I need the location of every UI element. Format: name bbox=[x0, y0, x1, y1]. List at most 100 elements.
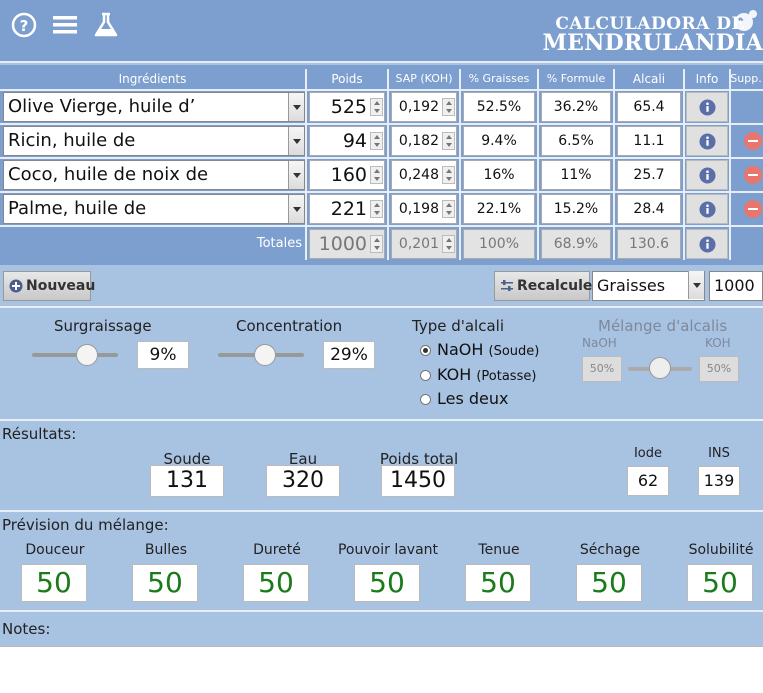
col-header-supp: Supp. bbox=[730, 72, 762, 85]
notes-textarea[interactable] bbox=[0, 646, 763, 693]
surgraissage-slider[interactable] bbox=[32, 353, 118, 357]
delete-row-icon[interactable] bbox=[744, 166, 762, 184]
graisses-cell: 52.5% bbox=[463, 92, 535, 122]
graisses-cell: 22.1% bbox=[463, 194, 535, 224]
recalculate-button[interactable]: Recalculer bbox=[494, 271, 599, 301]
flask-icon[interactable] bbox=[93, 12, 119, 38]
brand-title-line1: CALCULADORA DE bbox=[555, 14, 745, 34]
col-header-graisses: % Graisses bbox=[468, 72, 530, 85]
iode-label: Iode bbox=[633, 446, 663, 461]
sap-input[interactable]: 0,182 bbox=[391, 126, 457, 156]
spinner-icon[interactable] bbox=[442, 132, 455, 150]
brand-title-line2: MENDRULANDIA bbox=[542, 30, 763, 56]
info-button[interactable] bbox=[686, 126, 728, 156]
ingredient-select[interactable]: Olive Vierge, huile d’ bbox=[3, 92, 305, 122]
spinner-icon[interactable] bbox=[442, 98, 455, 116]
spinner-icon[interactable] bbox=[370, 132, 383, 150]
prevision-value-douceur: 50 bbox=[21, 564, 87, 602]
spinner-icon bbox=[442, 235, 455, 253]
soap-bubble-icon bbox=[735, 10, 757, 31]
graisses-cell: 16% bbox=[463, 160, 535, 190]
melange-label: Mélange d'alcalis bbox=[598, 317, 728, 335]
chevron-down-icon[interactable] bbox=[288, 161, 304, 189]
total-poids: 1000 bbox=[309, 229, 385, 259]
col-header-info: Info bbox=[695, 72, 719, 86]
concentration-value[interactable]: 29% bbox=[323, 341, 375, 369]
ingredient-select[interactable]: Palme, huile de bbox=[3, 194, 305, 224]
soude-value: 131 bbox=[150, 465, 224, 497]
info-button[interactable] bbox=[686, 194, 728, 224]
notes-title: Notes: bbox=[2, 620, 51, 638]
alcali-cell: 11.1 bbox=[617, 126, 681, 156]
col-header-ingredients: Ingrédients bbox=[118, 72, 187, 86]
info-icon bbox=[699, 167, 716, 184]
prevision-label-pouvoir-lavant: Pouvoir lavant bbox=[337, 542, 439, 558]
radio-both-label: Les deux bbox=[437, 389, 509, 408]
delete-row-icon[interactable] bbox=[744, 200, 762, 218]
spinner-icon[interactable] bbox=[370, 98, 383, 116]
sap-input[interactable]: 0,198 bbox=[391, 194, 457, 224]
prevision-label-bulles: Bulles bbox=[144, 542, 188, 558]
help-icon[interactable]: ? bbox=[11, 12, 37, 38]
chevron-down-icon[interactable] bbox=[688, 271, 704, 299]
radio-koh[interactable] bbox=[420, 370, 431, 381]
total-graisses: 100% bbox=[463, 229, 535, 259]
sap-input[interactable]: 0,192 bbox=[391, 92, 457, 122]
melange-koh-value: 50% bbox=[699, 356, 739, 382]
info-button[interactable] bbox=[686, 160, 728, 190]
concentration-slider-handle[interactable] bbox=[254, 344, 276, 366]
svg-text:?: ? bbox=[20, 17, 29, 35]
poids-input[interactable]: 94 bbox=[309, 126, 385, 156]
surgraissage-label: Surgraissage bbox=[54, 317, 152, 335]
chevron-down-icon[interactable] bbox=[288, 195, 304, 223]
menu-icon[interactable] bbox=[52, 12, 78, 38]
total-weight-input[interactable]: 1000 bbox=[709, 271, 763, 301]
spinner-icon[interactable] bbox=[442, 166, 455, 184]
delete-row-icon[interactable] bbox=[744, 132, 762, 150]
totals-label: Totales bbox=[256, 236, 302, 251]
spinner-icon[interactable] bbox=[370, 200, 383, 218]
ingredient-select[interactable]: Coco, huile de noix de bbox=[3, 160, 305, 190]
col-header-alcali: Alcali bbox=[632, 72, 666, 86]
sap-input[interactable]: 0,248 bbox=[391, 160, 457, 190]
poids-total-value: 1450 bbox=[381, 465, 455, 497]
col-header-poids: Poids bbox=[331, 72, 363, 86]
info-button[interactable] bbox=[686, 92, 728, 122]
plus-circle-icon bbox=[9, 279, 23, 293]
ins-value: 139 bbox=[698, 466, 740, 496]
formule-cell: 15.2% bbox=[541, 194, 611, 224]
spinner-icon[interactable] bbox=[442, 200, 455, 218]
poids-input[interactable]: 525 bbox=[309, 92, 385, 122]
total-alcali: 130.6 bbox=[617, 229, 681, 259]
radio-naoh[interactable] bbox=[420, 345, 431, 356]
prevision-label-durete: Dureté bbox=[253, 542, 301, 558]
poids-input[interactable]: 160 bbox=[309, 160, 385, 190]
info-icon bbox=[699, 99, 716, 116]
iode-value: 62 bbox=[627, 466, 669, 496]
soude-label: Soude bbox=[163, 450, 211, 468]
surgraissage-slider-handle[interactable] bbox=[76, 344, 98, 366]
concentration-label: Concentration bbox=[236, 317, 343, 335]
ingredient-select[interactable]: Ricin, huile de bbox=[3, 126, 305, 156]
chevron-down-icon[interactable] bbox=[288, 127, 304, 155]
poids-input[interactable]: 221 bbox=[309, 194, 385, 224]
surgraissage-value[interactable]: 9% bbox=[137, 341, 189, 369]
sliders-icon bbox=[501, 280, 513, 291]
radio-both[interactable] bbox=[420, 394, 431, 405]
spinner-icon bbox=[370, 235, 383, 253]
total-sap: 0,201 bbox=[391, 229, 457, 259]
total-formule: 68.9% bbox=[541, 229, 611, 259]
info-icon bbox=[699, 201, 716, 218]
info-button[interactable] bbox=[686, 229, 728, 259]
app-header: ? CALCULADORA DE MENDRULANDIA bbox=[0, 0, 763, 63]
chevron-down-icon[interactable] bbox=[288, 93, 304, 121]
spinner-icon[interactable] bbox=[370, 166, 383, 184]
mode-select[interactable]: Graisses bbox=[592, 271, 705, 301]
graisses-cell: 9.4% bbox=[463, 126, 535, 156]
prevision-value-solubilite: 50 bbox=[687, 564, 753, 602]
new-button[interactable]: Nouveau bbox=[3, 271, 95, 301]
prevision-label-douceur: Douceur bbox=[25, 542, 85, 558]
prevision-value-sechage: 50 bbox=[576, 564, 642, 602]
eau-label: Eau bbox=[288, 450, 318, 468]
